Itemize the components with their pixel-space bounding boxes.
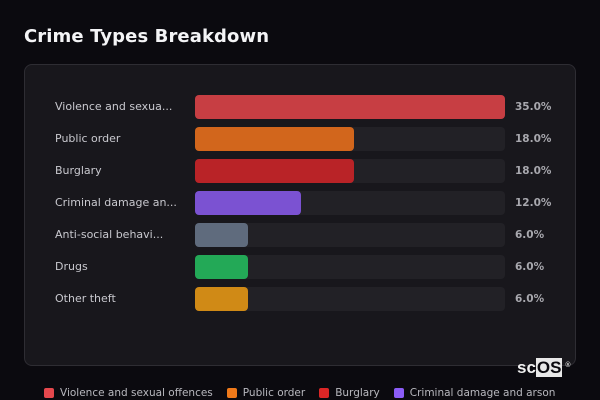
bar-fill[interactable] (195, 223, 248, 247)
legend-item[interactable]: Burglary (319, 387, 380, 399)
bar-label: Criminal damage an... (55, 196, 177, 209)
bar-fill[interactable] (195, 255, 248, 279)
bar-row: Violence and sexua... 35.0% (25, 95, 575, 119)
bar-row: Anti-social behavi... 6.0% (25, 223, 575, 247)
logo-box: OS (535, 358, 563, 377)
bar-track (195, 255, 505, 279)
registered-mark: ® (565, 362, 571, 369)
scos-logo: scOS ® (517, 358, 570, 378)
legend-item[interactable]: Criminal damage and arson (393, 387, 556, 399)
bar-fill[interactable] (195, 127, 354, 151)
bar-fill[interactable] (195, 95, 505, 119)
legend-swatch-icon (44, 388, 54, 398)
bar-track (195, 159, 505, 183)
legend-label: Public order (242, 387, 306, 399)
bar-track (195, 223, 505, 247)
chart-legend: Violence and sexual offences Public order… (44, 386, 569, 400)
bar-label: Public order (55, 132, 121, 145)
legend-label: Burglary (335, 387, 380, 399)
bar-label: Drugs (55, 260, 88, 273)
bar-row: Public order 18.0% (25, 127, 575, 151)
bar-label: Anti-social behavi... (55, 228, 164, 241)
bar-value: 6.0% (515, 261, 545, 273)
chart-card: Violence and sexua... 35.0% Public order 18… (24, 64, 576, 366)
bar-row: Burglary 18.0% (25, 159, 575, 183)
bar-fill[interactable] (195, 159, 354, 183)
bar-label: Violence and sexua... (55, 100, 173, 113)
bar-fill[interactable] (195, 287, 248, 311)
logo-prefix: sc (517, 358, 536, 377)
chart-title: Crime Types Breakdown (24, 26, 270, 47)
legend-item[interactable]: Public order (226, 387, 306, 399)
bar-track (195, 191, 505, 215)
bar-track (195, 287, 505, 311)
bar-label: Other theft (55, 292, 116, 305)
legend-swatch-icon (226, 388, 237, 398)
legend-label: Criminal damage and arson (409, 387, 556, 399)
bar-value: 6.0% (515, 293, 545, 305)
bar-track (195, 127, 505, 151)
bar-value: 12.0% (515, 197, 552, 209)
legend-item[interactable]: Violence and sexual offences (44, 387, 213, 399)
legend-label: Violence and sexual offences (60, 387, 213, 399)
legend-swatch-icon (393, 388, 404, 398)
bar-value: 6.0% (515, 229, 545, 241)
bar-row: Criminal damage an... 12.0% (25, 191, 575, 215)
bar-value: 35.0% (515, 101, 552, 113)
bar-fill[interactable] (195, 191, 301, 215)
bar-track (195, 95, 505, 119)
bar-value: 18.0% (515, 133, 552, 145)
bar-row: Drugs 6.0% (25, 255, 575, 279)
legend-swatch-icon (319, 388, 330, 398)
bar-value: 18.0% (515, 165, 552, 177)
bar-label: Burglary (55, 164, 102, 177)
bar-row: Other theft 6.0% (25, 287, 575, 311)
